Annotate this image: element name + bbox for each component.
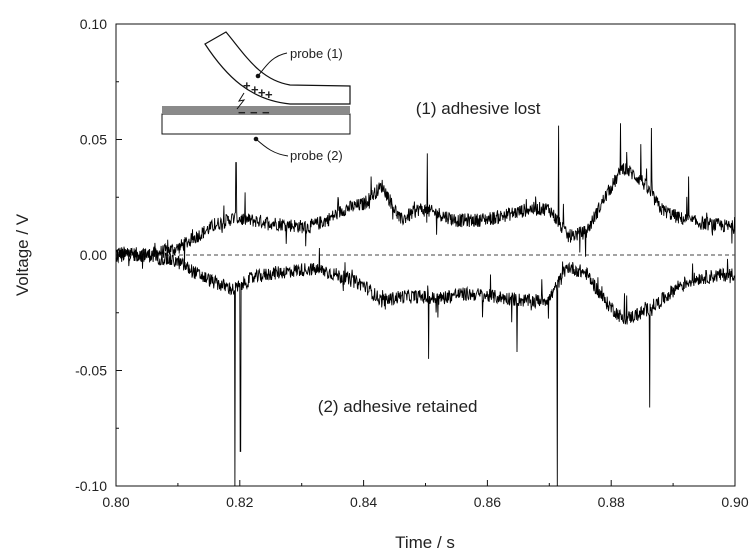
charge-plus-3: + (258, 85, 266, 100)
x-tick-label: 0.82 (226, 494, 253, 510)
charge-plus-1: + (243, 78, 251, 93)
x-tick-label: 0.80 (102, 494, 129, 510)
x-axis-ticks: 0.80 0.82 0.84 0.86 0.88 0.90 (102, 480, 749, 510)
y-tick-label: 0.10 (80, 16, 107, 32)
series-line-2 (115, 242, 736, 487)
series-line-1 (115, 123, 736, 269)
adhesive-layer (162, 106, 350, 114)
charge-plus-4: + (265, 87, 273, 102)
series-layer (115, 123, 736, 487)
y-tick-label: -0.10 (75, 478, 107, 494)
charge-minus-2: − (250, 105, 258, 120)
annotation-adhesive-retained: (2) adhesive retained (318, 397, 478, 416)
y-tick-label: 0.05 (80, 132, 107, 148)
x-tick-label: 0.86 (474, 494, 501, 510)
x-tick-label: 0.88 (598, 494, 625, 510)
probe-2-dot (253, 136, 259, 142)
probe-2-leader (255, 138, 289, 157)
x-tick-label: 0.84 (350, 494, 377, 510)
y-tick-label: 0.00 (80, 247, 107, 263)
charge-minus-1: − (238, 105, 246, 120)
y-tick-label: -0.05 (75, 363, 107, 379)
y-axis-title: Voltage / V (13, 213, 32, 296)
charge-minus-3: − (262, 105, 270, 120)
x-tick-label: 0.90 (721, 494, 748, 510)
inset-schematic: + + + + − − − probe (1) probe (2) (161, 31, 351, 163)
charge-plus-2: + (251, 82, 259, 97)
annotation-adhesive-lost: (1) adhesive lost (416, 99, 541, 118)
spark-icon (236, 92, 246, 110)
y-axis-ticks: -0.10 -0.05 0.00 0.05 0.10 (75, 16, 122, 494)
probe-2-label: probe (2) (290, 148, 343, 163)
x-axis-title: Time / s (395, 533, 455, 552)
probe-1-body (204, 31, 351, 105)
probe-1-label: probe (1) (290, 46, 343, 61)
probe-1-dot (255, 73, 261, 79)
probe-1-leader (257, 52, 288, 77)
